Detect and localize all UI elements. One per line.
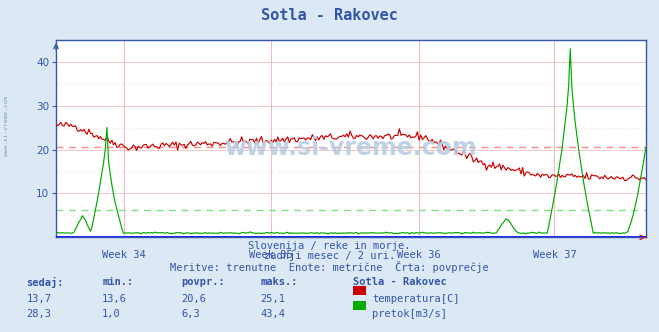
Text: 20,6: 20,6 (181, 294, 206, 304)
Text: 1,0: 1,0 (102, 309, 121, 319)
Text: 13,6: 13,6 (102, 294, 127, 304)
Text: Week 36: Week 36 (397, 250, 441, 260)
Text: sedaj:: sedaj: (26, 277, 64, 288)
Text: www.si-vreme.com: www.si-vreme.com (4, 96, 9, 156)
Text: 13,7: 13,7 (26, 294, 51, 304)
Text: 28,3: 28,3 (26, 309, 51, 319)
Text: Sotla - Rakovec: Sotla - Rakovec (353, 277, 446, 287)
Text: zadnji mesec / 2 uri.: zadnji mesec / 2 uri. (264, 251, 395, 261)
Text: Week 34: Week 34 (102, 250, 146, 260)
Text: Week 35: Week 35 (249, 250, 293, 260)
Text: Slovenija / reke in morje.: Slovenija / reke in morje. (248, 241, 411, 251)
Text: 43,4: 43,4 (260, 309, 285, 319)
Text: pretok[m3/s]: pretok[m3/s] (372, 309, 447, 319)
Text: Meritve: trenutne  Enote: metrične  Črta: povprečje: Meritve: trenutne Enote: metrične Črta: … (170, 261, 489, 273)
Text: temperatura[C]: temperatura[C] (372, 294, 460, 304)
Text: www.si-vreme.com: www.si-vreme.com (225, 136, 477, 160)
Text: maks.:: maks.: (260, 277, 298, 287)
Text: povpr.:: povpr.: (181, 277, 225, 287)
Text: Week 37: Week 37 (532, 250, 576, 260)
Text: 25,1: 25,1 (260, 294, 285, 304)
Text: min.:: min.: (102, 277, 133, 287)
Text: Sotla - Rakovec: Sotla - Rakovec (261, 8, 398, 23)
Text: 6,3: 6,3 (181, 309, 200, 319)
